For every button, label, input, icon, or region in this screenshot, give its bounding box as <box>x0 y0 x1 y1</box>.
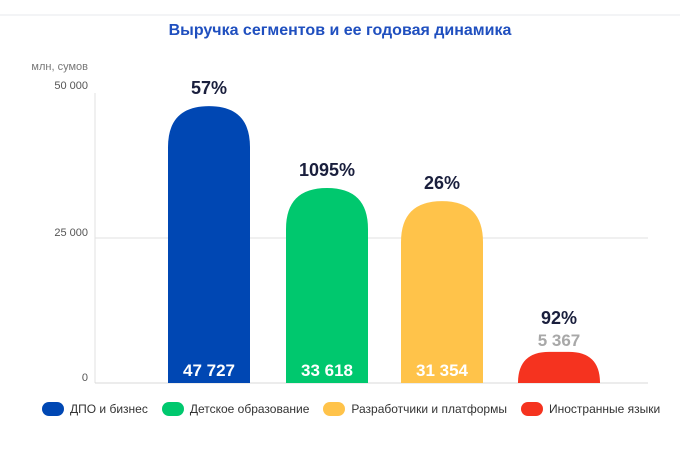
value-label: 33 618 <box>301 361 353 380</box>
legend-item: Детское образование <box>161 402 310 416</box>
y-axis-label: млн, сумов <box>31 61 88 73</box>
legend-item: Иностранные языки <box>520 402 661 416</box>
legend-label: ДПО и бизнес <box>70 402 148 416</box>
legend-swatch <box>161 402 184 416</box>
legend-swatch <box>520 402 543 416</box>
y-tick-label: 50 000 <box>54 80 88 92</box>
bar-chart: млн, сумов 0 25 000 50 000 47 727 57% 33 618 10… <box>31 61 648 384</box>
y-tick-label: 0 <box>82 372 88 384</box>
legend-swatch <box>42 402 64 416</box>
bar-4 <box>518 351 600 383</box>
header-divider <box>0 14 680 16</box>
growth-label: 26% <box>424 173 460 193</box>
legend-item: Разработчики и платформы <box>323 402 507 416</box>
bar-3 <box>401 201 483 383</box>
bar-2 <box>286 188 368 383</box>
legend: ДПО и бизнес Детское образование Разработч… <box>42 402 674 416</box>
legend-swatch <box>323 402 346 416</box>
bar-1 <box>168 106 250 383</box>
growth-label: 1095% <box>299 160 355 180</box>
value-label: 31 354 <box>416 361 469 380</box>
chart-title: Выручка сегментов и ее годовая динамика <box>168 22 512 39</box>
legend-label: Разработчики и платформы <box>351 402 507 416</box>
growth-label: 92% <box>541 308 577 328</box>
legend-item: ДПО и бизнес <box>42 402 148 416</box>
value-label: 47 727 <box>183 361 235 380</box>
legend-label: Иностранные языки <box>548 402 661 416</box>
legend-label: Детское образование <box>189 402 310 416</box>
value-label: 5 367 <box>538 331 581 350</box>
y-tick-label: 25 000 <box>54 227 88 239</box>
growth-label: 57% <box>191 78 227 98</box>
